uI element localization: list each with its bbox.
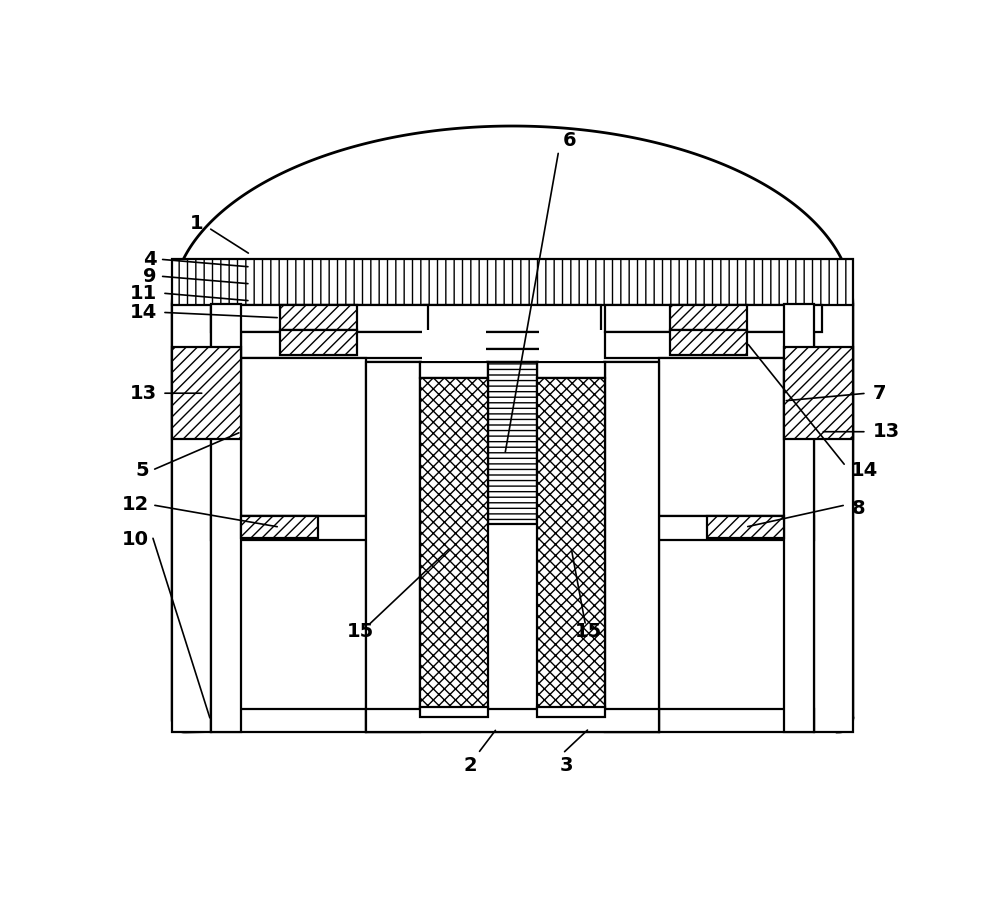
Bar	[280, 330, 357, 355]
Bar	[211, 305, 428, 332]
Text: 5: 5	[135, 461, 149, 480]
Bar	[605, 305, 822, 332]
Bar	[422, 330, 486, 361]
Bar	[280, 305, 357, 330]
Text: 10: 10	[122, 530, 149, 549]
Bar	[670, 330, 747, 355]
Text: 11: 11	[130, 284, 157, 303]
Bar	[784, 304, 814, 732]
Bar	[605, 332, 791, 358]
Text: 2: 2	[463, 755, 477, 774]
Bar	[241, 358, 366, 516]
Bar	[366, 363, 659, 732]
Bar	[488, 363, 537, 524]
Bar	[241, 516, 318, 538]
Bar	[659, 358, 784, 516]
Text: 4: 4	[143, 250, 157, 269]
Bar	[537, 707, 605, 716]
Bar	[659, 516, 814, 540]
Text: 14: 14	[851, 461, 879, 480]
Bar	[366, 363, 420, 732]
Bar	[447, 332, 578, 348]
Bar	[211, 709, 366, 732]
Text: 15: 15	[346, 623, 374, 642]
Text: 3: 3	[560, 755, 573, 774]
Bar	[382, 363, 643, 716]
Bar	[211, 304, 241, 732]
Text: 6: 6	[563, 131, 576, 150]
Bar	[659, 709, 814, 732]
Bar	[707, 516, 784, 538]
Text: 8: 8	[851, 499, 865, 518]
Bar	[366, 709, 659, 732]
Bar	[211, 516, 366, 540]
Bar	[420, 363, 488, 378]
Text: 1: 1	[190, 215, 204, 234]
Bar	[537, 378, 605, 709]
Text: 13: 13	[130, 384, 157, 403]
Text: 15: 15	[574, 623, 602, 642]
Bar	[814, 304, 853, 732]
Text: 7: 7	[873, 384, 886, 403]
Bar	[172, 304, 211, 732]
Text: 13: 13	[873, 422, 900, 441]
Bar	[420, 378, 488, 709]
Bar	[470, 348, 555, 363]
Bar	[539, 330, 603, 361]
Text: 12: 12	[122, 495, 149, 514]
Polygon shape	[172, 126, 853, 732]
Bar	[241, 332, 428, 358]
Bar	[537, 363, 605, 378]
Text: 14: 14	[130, 303, 157, 322]
Bar	[670, 305, 747, 330]
Bar	[605, 363, 659, 732]
Bar	[172, 259, 853, 305]
Bar	[784, 347, 853, 439]
Bar	[424, 305, 601, 332]
Bar	[420, 707, 488, 716]
Text: 9: 9	[143, 266, 157, 285]
Bar	[172, 347, 241, 439]
